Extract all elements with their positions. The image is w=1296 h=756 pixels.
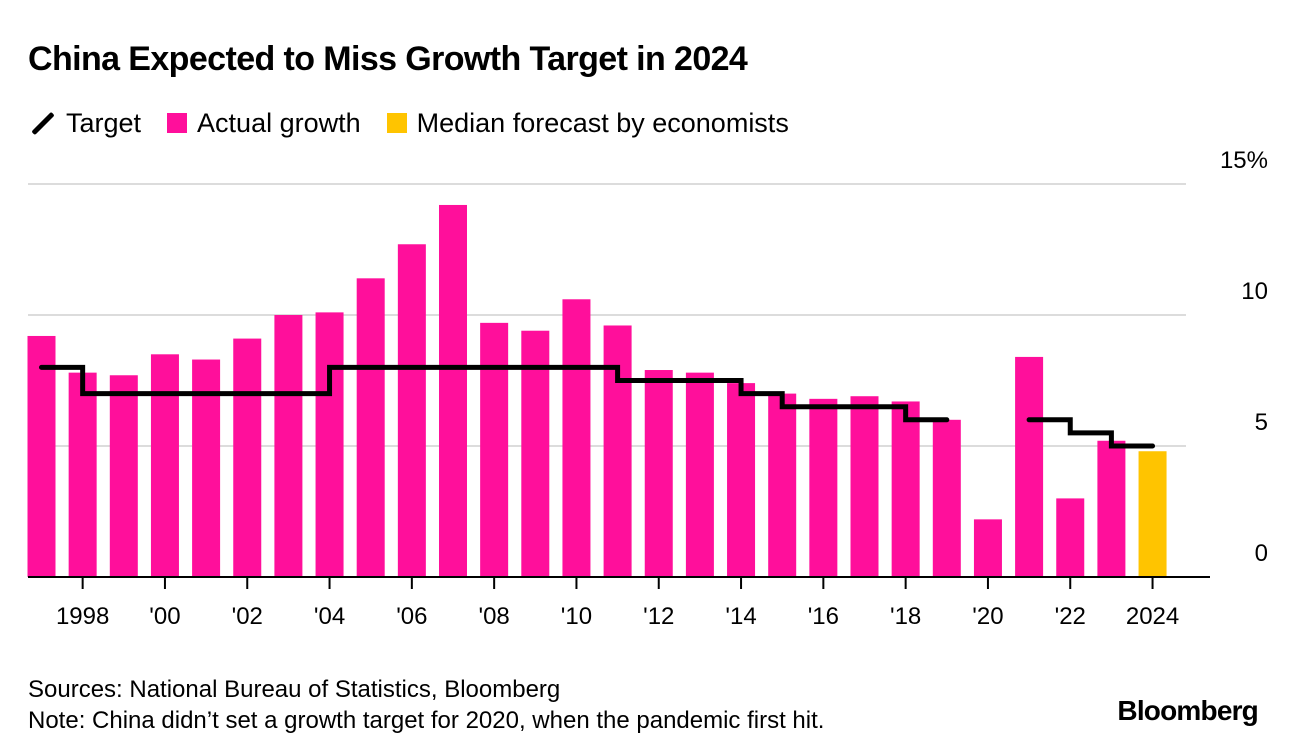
x-tick-label: '06 — [396, 603, 427, 630]
growth-bar — [562, 299, 591, 577]
growth-bar — [439, 204, 467, 577]
growth-bar — [356, 278, 385, 577]
target-line-icon — [28, 110, 56, 136]
growth-bar — [233, 338, 262, 577]
target-line — [1026, 417, 1156, 449]
x-tick-label: '02 — [232, 603, 263, 630]
growth-chart: 15% 10 5 0 1998 '00 '02 '04 '06 '08 '10 '12 '14 '16 '1… — [27, 147, 1268, 630]
legend-label-target: Target — [66, 107, 142, 138]
y-tick-label: 0 — [1255, 540, 1268, 567]
y-tick-label: 5 — [1255, 409, 1268, 436]
growth-bar — [685, 372, 714, 577]
growth-bar — [1056, 498, 1085, 577]
growth-bar — [973, 519, 1002, 577]
growth-bar — [315, 312, 344, 577]
growth-bar — [274, 315, 303, 577]
actual-swatch-icon — [167, 113, 188, 133]
x-tick-label: 1998 — [56, 603, 109, 630]
forecast-swatch-icon — [386, 113, 407, 133]
x-tick-label: '22 — [1055, 603, 1086, 630]
legend-item-actual: Actual growth — [167, 108, 361, 139]
x-tick-label: '18 — [890, 603, 921, 630]
target-line — [39, 364, 950, 423]
legend-label-actual: Actual growth — [197, 107, 361, 138]
growth-bar — [932, 419, 961, 577]
growth-bar — [768, 393, 797, 577]
growth-bar — [480, 322, 509, 577]
x-tick-label: '10 — [561, 603, 592, 630]
growth-bar — [1097, 440, 1126, 577]
legend: Target Actual growth Median forecast by … — [28, 106, 815, 140]
legend-item-forecast: Median forecast by economists — [386, 107, 789, 139]
y-tick-label: 15% — [1220, 147, 1268, 174]
growth-bar — [1015, 356, 1044, 577]
growth-bar — [109, 375, 138, 577]
legend-label-forecast: Median forecast by economists — [416, 107, 789, 138]
x-tick-label: '00 — [149, 603, 180, 630]
x-tick-label: '14 — [725, 603, 756, 630]
growth-bar — [397, 244, 426, 577]
growth-bar — [68, 372, 97, 577]
legend-item-target: Target — [28, 108, 141, 139]
growth-bar — [150, 354, 179, 577]
growth-bar — [603, 325, 632, 577]
x-tick-label: '08 — [479, 603, 510, 630]
forecast-bar — [1138, 451, 1167, 577]
x-tick-label: '20 — [972, 603, 1003, 630]
sources-text: Sources: National Bureau of Statistics, … — [28, 676, 561, 703]
chart-title: China Expected to Miss Growth Target in … — [28, 40, 748, 78]
note-text: Note: China didn’t set a growth target f… — [28, 707, 825, 734]
x-tick-label: 2024 — [1126, 603, 1179, 630]
growth-bar — [521, 330, 550, 577]
growth-bar — [644, 370, 673, 577]
y-tick-label: 10 — [1241, 278, 1268, 305]
bloomberg-logo: Bloomberg — [1117, 695, 1258, 726]
x-tick-label: '12 — [643, 603, 674, 630]
x-tick-label: '16 — [808, 603, 839, 630]
growth-bar — [27, 335, 56, 577]
growth-bar — [850, 396, 879, 577]
x-tick-label: '04 — [314, 603, 345, 630]
growth-bar — [809, 398, 838, 577]
growth-bar — [727, 383, 756, 577]
growth-bar — [891, 401, 920, 577]
footer: Sources: National Bureau of Statistics, … — [28, 674, 824, 736]
